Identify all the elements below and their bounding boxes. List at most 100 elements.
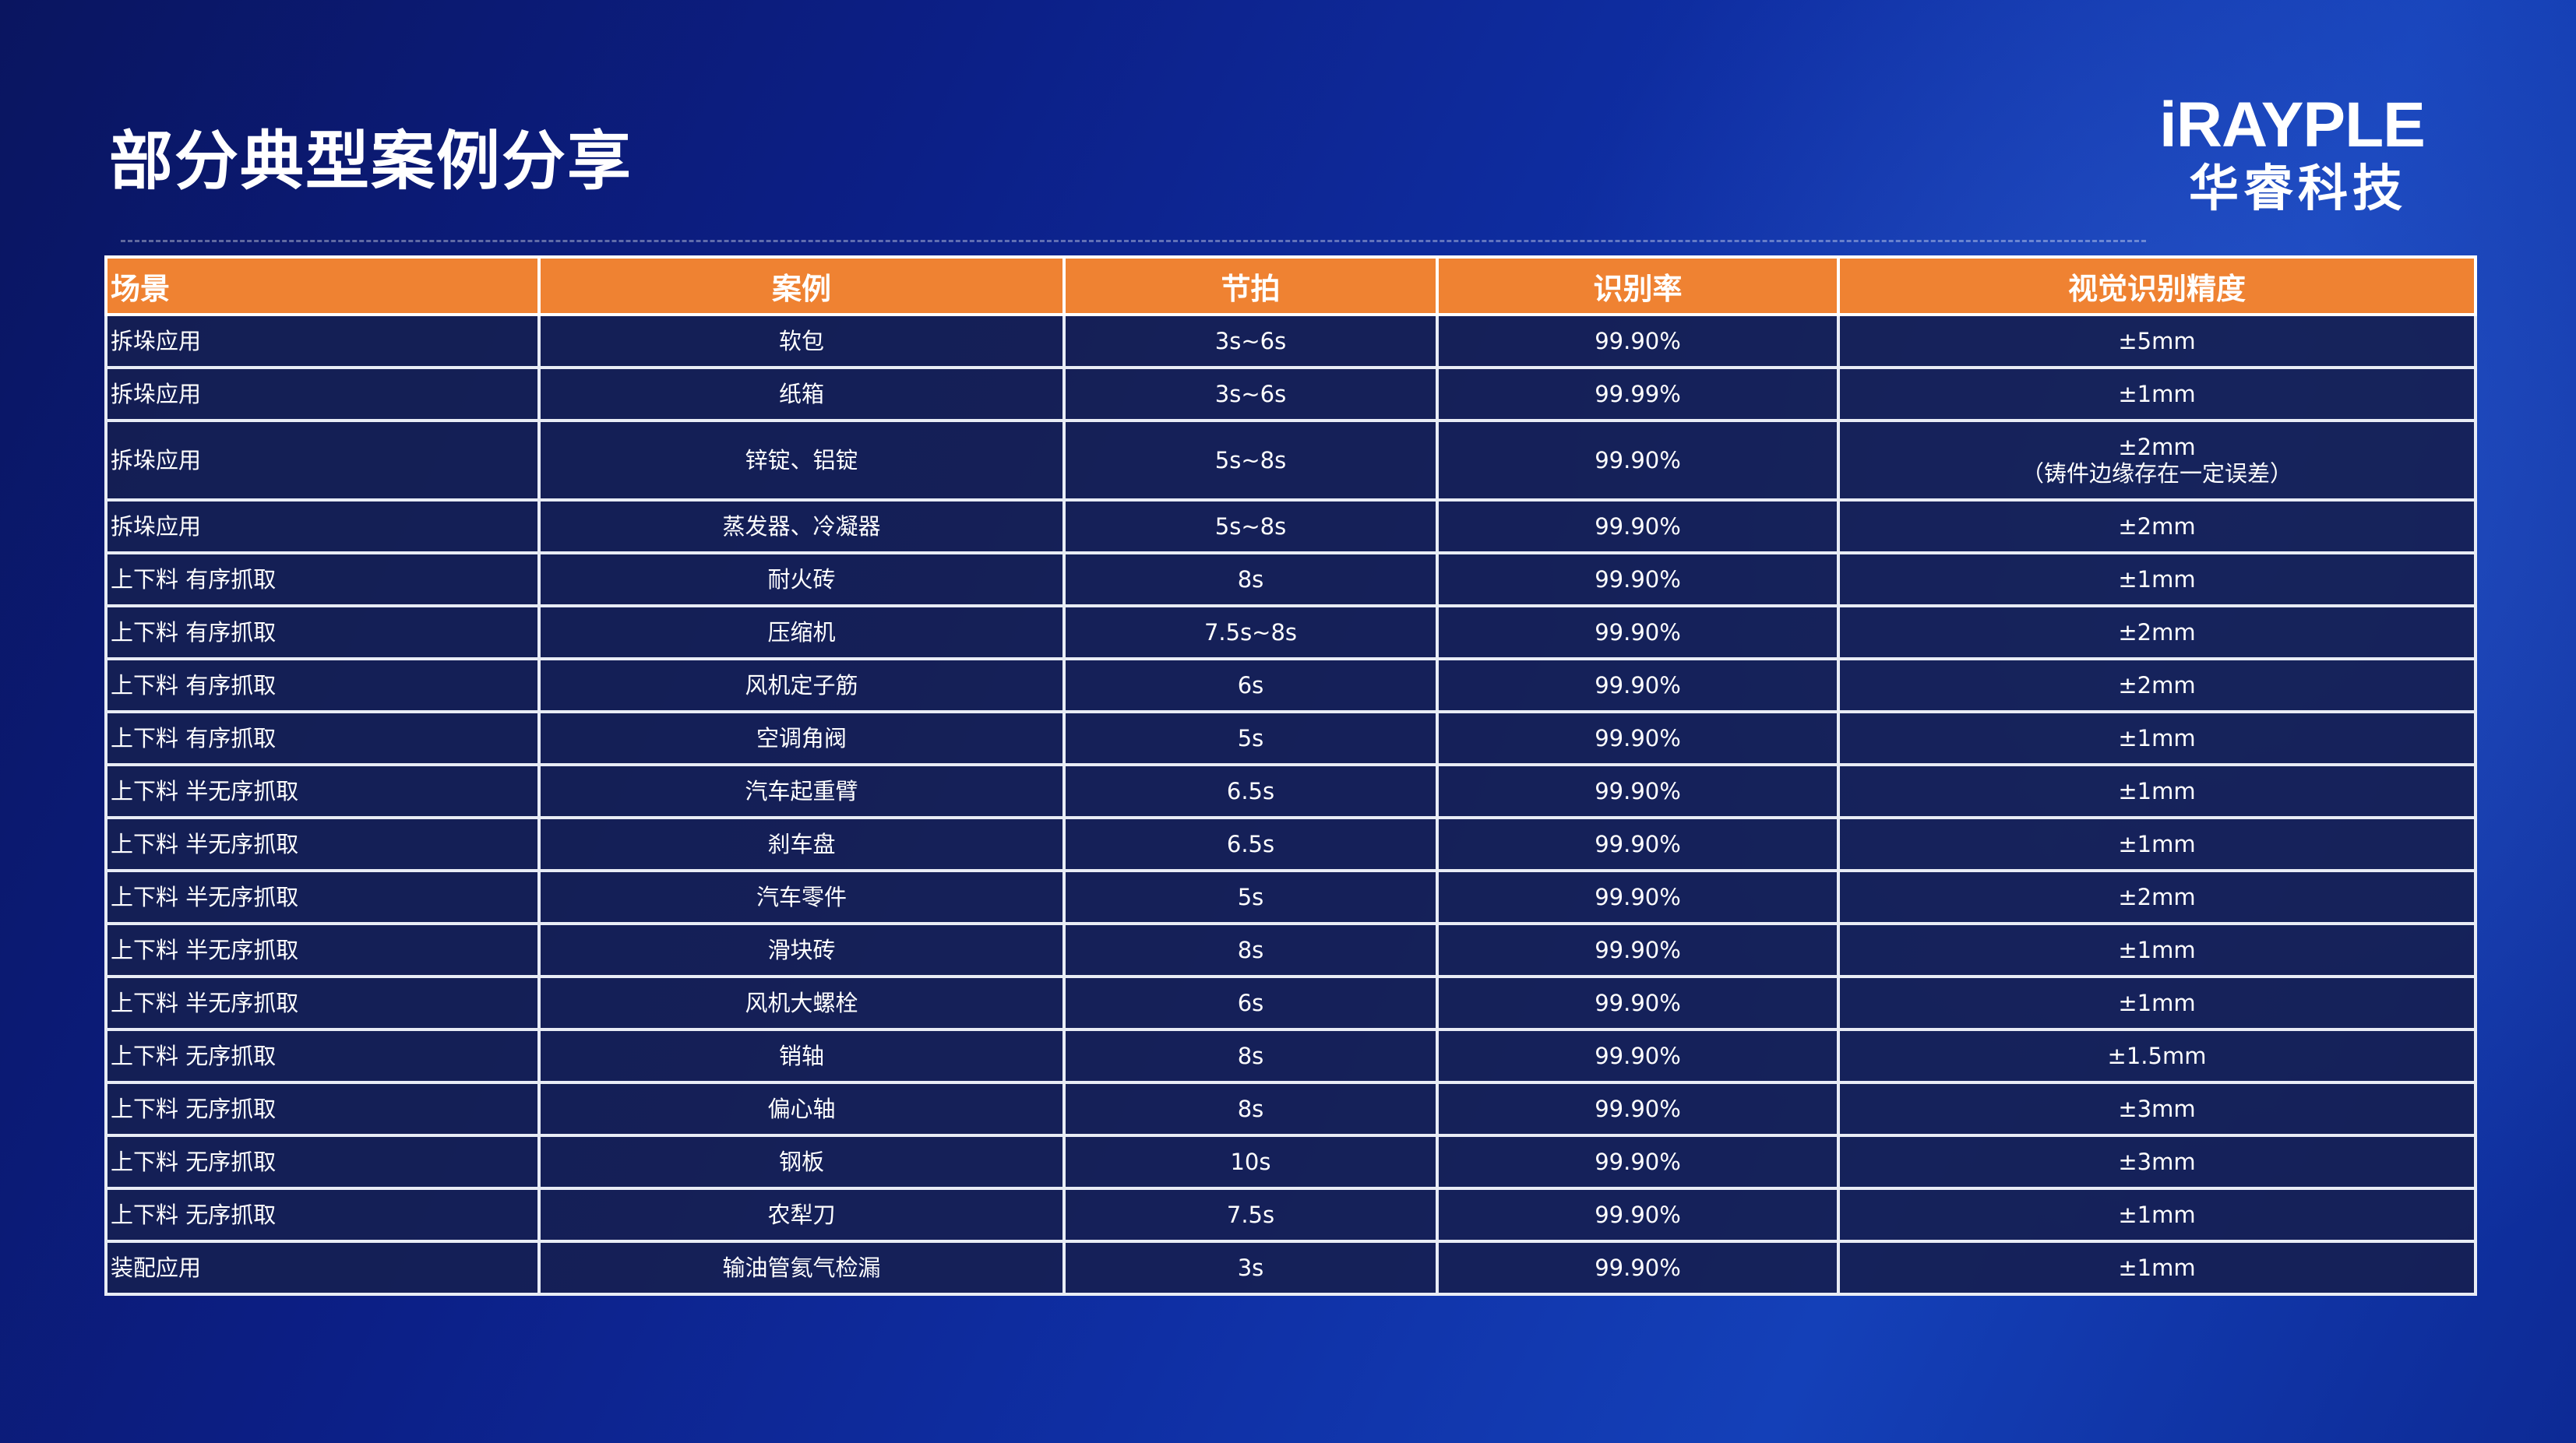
cell-precision: ±1mm [1837,1187,2477,1243]
cell-precision: ±2mm （铸件边缘存在一定误差） [1837,419,2477,502]
cell-rate: 99.90% [1436,816,1840,872]
table-row: 上下料 半无序抓取 汽车零件 5s 99.90% ±2mm [104,869,2477,925]
cell-scene-text: 上下料 半无序抓取 [111,937,299,963]
table-row: 上下料 无序抓取 偏心轴 8s 99.90% ±3mm [104,1081,2477,1137]
header-cycle: 节拍 [1062,255,1439,316]
cell-rate: 99.90% [1436,551,1840,607]
cell-cycle: 10s [1062,1134,1439,1190]
cell-case: 风机大螺栓 [537,975,1066,1031]
cell-precision-text: ±3mm [2118,1149,2196,1175]
cell-scene-text: 上下料 无序抓取 [111,1043,277,1069]
cell-rate-text: 99.90% [1595,990,1681,1016]
company-logo: iRAYPLE 华睿科技 [2159,93,2455,222]
cell-cycle: 3s~6s [1062,366,1439,422]
cell-precision: ±2mm [1837,869,2477,925]
cell-precision: ±1mm [1837,816,2477,872]
cell-rate-text: 99.90% [1595,937,1681,963]
cell-precision-text: ±1mm [2118,566,2196,593]
cell-scene: 上下料 有序抓取 [104,551,541,607]
cell-scene: 上下料 半无序抓取 [104,975,541,1031]
cell-rate-text: 99.90% [1595,884,1681,910]
cell-rate-text: 99.90% [1595,566,1681,593]
cell-cycle: 6s [1062,657,1439,713]
cell-cycle: 7.5s~8s [1062,604,1439,660]
table-row: 上下料 无序抓取 销轴 8s 99.90% ±1.5mm [104,1028,2477,1084]
cell-scene: 装配应用 [104,1240,541,1296]
cell-cycle: 3s~6s [1062,313,1439,369]
cell-cycle: 8s [1062,922,1439,978]
table-row: 上下料 半无序抓取 刹车盘 6.5s 99.90% ±1mm [104,816,2477,872]
cell-precision-text: ±1mm [2118,725,2196,751]
cell-scene: 拆垛应用 [104,313,541,369]
cell-case-text: 汽车零件 [756,884,847,910]
cell-scene-text: 上下料 半无序抓取 [111,831,299,857]
cell-rate: 99.90% [1436,1081,1840,1137]
cell-rate-text: 99.90% [1595,1096,1681,1122]
cell-case: 压缩机 [537,604,1066,660]
cell-precision: ±3mm [1837,1134,2477,1190]
cell-precision-text: ±1mm [2118,831,2196,857]
cell-scene: 拆垛应用 [104,498,541,554]
cell-precision-text: ±5mm [2118,328,2196,354]
cell-precision-text: ±2mm [2118,513,2196,540]
cell-scene-text: 上下料 半无序抓取 [111,990,299,1016]
cell-scene: 上下料 有序抓取 [104,604,541,660]
cell-case-text: 钢板 [778,1149,824,1175]
cell-case-text: 纸箱 [778,381,824,407]
cell-rate-text: 99.90% [1595,619,1681,646]
cell-rate: 99.90% [1436,313,1840,369]
cell-case: 农犁刀 [537,1187,1066,1243]
cell-rate: 99.99% [1436,366,1840,422]
cell-rate-text: 99.90% [1595,1255,1681,1281]
cell-rate-text: 99.90% [1595,725,1681,751]
cell-rate: 99.90% [1436,604,1840,660]
cell-cycle: 8s [1062,1028,1439,1084]
cell-case: 纸箱 [537,366,1066,422]
logo-english: iRAYPLE [2159,90,2426,160]
cell-rate: 99.90% [1436,657,1840,713]
cell-scene-text: 拆垛应用 [111,381,202,407]
table-row: 上下料 有序抓取 空调角阀 5s 99.90% ±1mm [104,710,2477,766]
cell-precision-text: ±1mm [2118,778,2196,804]
cell-scene-text: 上下料 有序抓取 [111,725,277,751]
cell-rate: 99.90% [1436,763,1840,819]
cell-scene-text: 上下料 半无序抓取 [111,778,299,804]
title-divider [121,240,2146,242]
cell-rate: 99.90% [1436,1240,1840,1296]
cell-case: 耐火砖 [537,551,1066,607]
table-row: 上下料 有序抓取 压缩机 7.5s~8s 99.90% ±2mm [104,604,2477,660]
cell-case: 空调角阀 [537,710,1066,766]
cell-scene-text: 拆垛应用 [111,328,202,354]
cell-scene: 拆垛应用 [104,366,541,422]
table-row: 上下料 有序抓取 风机定子筋 6s 99.90% ±2mm [104,657,2477,713]
cell-cycle: 5s [1062,710,1439,766]
cell-precision: ±2mm [1837,657,2477,713]
cell-precision: ±1mm [1837,1240,2477,1296]
cell-case-text: 锌锭、铝锭 [745,447,858,473]
cell-precision-note: （铸件边缘存在一定误差） [2021,460,2292,487]
table-row: 上下料 有序抓取 耐火砖 8s 99.90% ±1mm [104,551,2477,607]
table-row: 拆垛应用 软包 3s~6s 99.90% ±5mm [104,313,2477,369]
cell-precision: ±2mm [1837,498,2477,554]
cell-scene-text: 上下料 有序抓取 [111,566,277,593]
cell-scene-text: 上下料 无序抓取 [111,1149,277,1175]
table-row: 上下料 无序抓取 农犁刀 7.5s 99.90% ±1mm [104,1187,2477,1243]
cell-scene: 上下料 无序抓取 [104,1081,541,1137]
cell-cycle: 5s~8s [1062,419,1439,502]
table-row: 拆垛应用 蒸发器、冷凝器 5s~8s 99.90% ±2mm [104,498,2477,554]
cell-case: 销轴 [537,1028,1066,1084]
cell-precision-text: ±1mm [2118,937,2196,963]
cell-case-text: 刹车盘 [767,831,836,857]
cell-case-text: 输油管氦气检漏 [722,1255,881,1281]
cell-case: 蒸发器、冷凝器 [537,498,1066,554]
cell-scene: 上下料 半无序抓取 [104,763,541,819]
cell-precision-text: ±2mm [2118,434,2196,460]
cell-precision-text: ±1.5mm [2107,1043,2207,1069]
cell-cycle-text: 3s~6s [1214,381,1287,407]
cell-case-text: 风机大螺栓 [745,990,858,1016]
cell-precision-text: ±2mm [2118,619,2196,646]
cell-precision: ±1mm [1837,975,2477,1031]
cell-cycle: 3s [1062,1240,1439,1296]
cell-rate-text: 99.90% [1595,447,1681,473]
cell-cycle-text: 3s~6s [1214,328,1287,354]
